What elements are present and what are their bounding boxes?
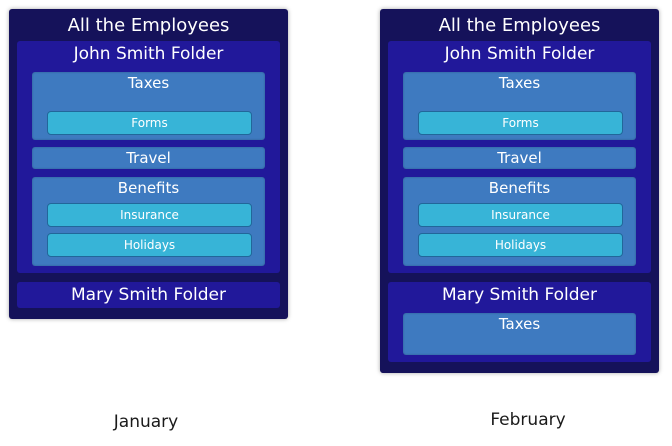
february-benefits-title: Benefits — [488, 179, 551, 197]
february-holidays-item: Holidays — [418, 233, 623, 257]
february-insurance-label: Insurance — [491, 208, 550, 222]
february-taxes-title: Taxes — [498, 74, 541, 92]
february-mary-taxes-title: Taxes — [498, 315, 541, 333]
january-holidays-label: Holidays — [123, 238, 176, 252]
february-all-employees-title: All the Employees — [438, 15, 601, 36]
january-john-smith-folder-title: John Smith Folder — [73, 44, 224, 64]
february-taxes-box: Taxes Forms — [403, 72, 636, 140]
january-taxes-box: Taxes Forms — [32, 72, 265, 140]
february-mary-smith-folder: Mary Smith Folder Taxes — [388, 282, 651, 362]
january-all-employees-title: All the Employees — [67, 15, 230, 36]
january-caption: January — [113, 412, 179, 432]
february-all-employees-panel: All the Employees John Smith Folder Taxe… — [380, 9, 659, 373]
february-mary-smith-folder-title: Mary Smith Folder — [442, 285, 597, 305]
january-forms-label: Forms — [131, 116, 168, 130]
january-benefits-box: Benefits Insurance Holidays — [32, 177, 265, 266]
january-insurance-label: Insurance — [120, 208, 179, 222]
february-forms-item: Forms — [418, 111, 623, 135]
february-holidays-label: Holidays — [494, 238, 547, 252]
february-caption: February — [490, 410, 566, 430]
january-john-smith-folder: John Smith Folder Taxes Forms Travel Ben… — [17, 41, 280, 273]
february-insurance-item: Insurance — [418, 203, 623, 227]
january-forms-item: Forms — [47, 111, 252, 135]
february-john-smith-folder-title: John Smith Folder — [444, 44, 595, 64]
january-holidays-item: Holidays — [47, 233, 252, 257]
february-travel-box: Travel — [403, 147, 636, 169]
january-benefits-title: Benefits — [117, 179, 180, 197]
february-benefits-box: Benefits Insurance Holidays — [403, 177, 636, 266]
january-taxes-title: Taxes — [127, 74, 170, 92]
january-mary-smith-folder-title: Mary Smith Folder — [71, 285, 226, 305]
january-all-employees-panel: All the Employees John Smith Folder Taxe… — [9, 9, 288, 319]
january-insurance-item: Insurance — [47, 203, 252, 227]
february-travel-title: Travel — [497, 149, 542, 167]
january-mary-smith-folder: Mary Smith Folder — [17, 282, 280, 308]
february-john-smith-folder: John Smith Folder Taxes Forms Travel Ben… — [388, 41, 651, 273]
january-travel-title: Travel — [126, 149, 171, 167]
february-forms-label: Forms — [502, 116, 539, 130]
january-travel-box: Travel — [32, 147, 265, 169]
february-mary-taxes-box: Taxes — [403, 313, 636, 355]
